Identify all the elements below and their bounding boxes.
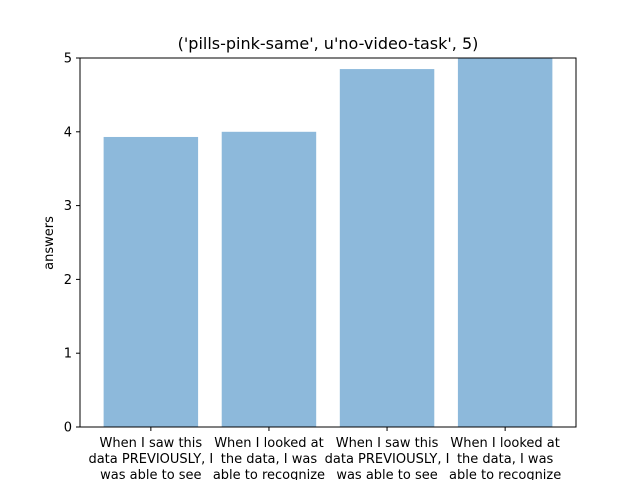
x-tick-label-line: was able to see: [336, 468, 437, 480]
x-tick-label-line: able to recognize: [213, 468, 325, 480]
x-tick-label-line: data PREVIOUSLY, I: [325, 452, 450, 467]
bar-series: [103, 58, 553, 428]
x-tick-label-line: was able to see: [100, 468, 201, 480]
bar: [103, 136, 199, 427]
x-tick-label-line: the data, I was: [457, 452, 554, 467]
x-tick-label: When I looked at the data, I was able to r…: [449, 436, 561, 480]
y-axis-label: answers: [42, 216, 57, 270]
x-tick-label-line: When I saw this: [336, 436, 439, 451]
y-tick-label: 3: [64, 199, 72, 214]
plot-frame: [79, 57, 577, 428]
x-tick-label-line: the data, I was: [221, 452, 318, 467]
bar: [457, 58, 553, 427]
y-axis-ticks: 0 1 2 3 4 5: [64, 52, 80, 436]
x-tick-label-line: data PREVIOUSLY, I: [88, 452, 213, 467]
x-tick-label-line: When I looked at: [450, 436, 559, 451]
x-tick-label-line: When I looked at: [214, 436, 323, 451]
y-tick-label: 2: [64, 273, 72, 288]
y-tick-label: 1: [64, 347, 72, 362]
bar: [339, 69, 435, 427]
x-tick-label-line: When I saw this: [100, 436, 203, 451]
bar: [221, 131, 317, 428]
x-tick-label-line: able to recognize: [449, 468, 561, 480]
y-tick-label: 4: [64, 125, 72, 140]
chart-title: ('pills-pink-same', u'no-video-task', 5): [178, 34, 479, 53]
x-tick-label: When I looked at the data, I was able to r…: [213, 436, 325, 480]
y-tick-label: 5: [64, 52, 72, 67]
y-tick-label: 0: [64, 421, 72, 436]
